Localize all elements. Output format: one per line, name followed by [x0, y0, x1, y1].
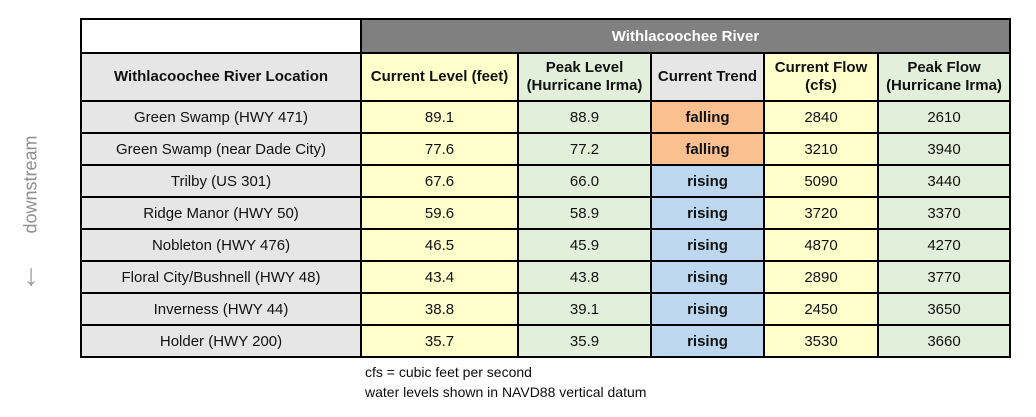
cell-current-flow: 2450 — [763, 292, 879, 326]
cell-current-level: 59.6 — [360, 196, 519, 230]
cell-current-trend: rising — [650, 260, 765, 294]
table-row: Holder (HWY 200) 35.7 35.9 rising 3530 3660 — [80, 324, 1011, 358]
cell-location: Ridge Manor (HWY 50) — [80, 196, 362, 230]
cell-current-flow: 5090 — [763, 164, 879, 198]
header-row: Withlacoochee River Location Current Lev… — [80, 52, 1011, 102]
cell-location: Trilby (US 301) — [80, 164, 362, 198]
cell-current-flow: 3720 — [763, 196, 879, 230]
cell-peak-level: 43.8 — [517, 260, 652, 294]
cell-current-trend: rising — [650, 196, 765, 230]
cell-peak-level: 45.9 — [517, 228, 652, 262]
cell-current-level: 67.6 — [360, 164, 519, 198]
footnote-cfs: cfs = cubic feet per second — [365, 364, 532, 380]
column-header-current-flow: Current Flow (cfs) — [763, 52, 879, 102]
table-title: Withlacoochee River — [360, 18, 1011, 54]
cell-current-flow: 4870 — [763, 228, 879, 262]
cell-current-flow: 3210 — [763, 132, 879, 166]
table-row: Floral City/Bushnell (HWY 48) 43.4 43.8 ris… — [80, 260, 1011, 294]
cell-current-level: 43.4 — [360, 260, 519, 294]
cell-peak-flow: 2610 — [877, 100, 1011, 134]
cell-location: Nobleton (HWY 476) — [80, 228, 362, 262]
cell-peak-flow: 3650 — [877, 292, 1011, 326]
cell-peak-flow: 3370 — [877, 196, 1011, 230]
cell-current-flow: 2890 — [763, 260, 879, 294]
cell-current-trend: rising — [650, 292, 765, 326]
cell-peak-flow: 3660 — [877, 324, 1011, 358]
table-row: Ridge Manor (HWY 50) 59.6 58.9 rising 3720 33… — [80, 196, 1011, 230]
cell-location: Inverness (HWY 44) — [80, 292, 362, 326]
column-header-peak-flow: Peak Flow (Hurricane Irma) — [877, 52, 1011, 102]
cell-current-trend: rising — [650, 164, 765, 198]
column-header-current-level: Current Level (feet) — [360, 52, 519, 102]
cell-current-flow: 2840 — [763, 100, 879, 134]
banner-spacer — [80, 18, 362, 54]
cell-peak-level: 66.0 — [517, 164, 652, 198]
cell-location: Green Swamp (HWY 471) — [80, 100, 362, 134]
table-row: Inverness (HWY 44) 38.8 39.1 rising 2450 3650 — [80, 292, 1011, 326]
cell-peak-flow: 3940 — [877, 132, 1011, 166]
banner-row: Withlacoochee River — [80, 18, 1011, 54]
cell-peak-flow: 3440 — [877, 164, 1011, 198]
cell-peak-level: 39.1 — [517, 292, 652, 326]
cell-current-level: 38.8 — [360, 292, 519, 326]
table-row: Green Swamp (near Dade City) 77.6 77.2 fall… — [80, 132, 1011, 166]
column-header-current-trend: Current Trend — [650, 52, 765, 102]
cell-location: Floral City/Bushnell (HWY 48) — [80, 260, 362, 294]
cell-current-trend: falling — [650, 100, 765, 134]
table-row: Trilby (US 301) 67.6 66.0 rising 5090 3440 — [80, 164, 1011, 198]
cell-peak-flow: 3770 — [877, 260, 1011, 294]
downstream-arrow-icon: ↓ — [23, 259, 39, 292]
river-table-body: Green Swamp (HWY 471) 89.1 88.9 falling 2840… — [80, 100, 1011, 358]
river-table: Withlacoochee River Withlacoochee River … — [80, 18, 1011, 358]
cell-peak-level: 35.9 — [517, 324, 652, 358]
footnotes: cfs = cubic feet per second water levels… — [365, 362, 646, 402]
cell-peak-level: 88.9 — [517, 100, 652, 134]
cell-peak-flow: 4270 — [877, 228, 1011, 262]
cell-peak-level: 58.9 — [517, 196, 652, 230]
column-header-peak-level: Peak Level (Hurricane Irma) — [517, 52, 652, 102]
downstream-label-text: downstream — [20, 134, 41, 234]
table-row: Green Swamp (HWY 471) 89.1 88.9 falling 2840… — [80, 100, 1011, 134]
cell-current-level: 46.5 — [360, 228, 519, 262]
cell-current-level: 77.6 — [360, 132, 519, 166]
downstream-label: downstream — [0, 126, 62, 242]
cell-current-level: 89.1 — [360, 100, 519, 134]
footnote-datum: water levels shown in NAVD88 vertical da… — [365, 384, 647, 400]
cell-location: Holder (HWY 200) — [80, 324, 362, 358]
cell-current-trend: rising — [650, 228, 765, 262]
table-row: Nobleton (HWY 476) 46.5 45.9 rising 4870 4270 — [80, 228, 1011, 262]
cell-location: Green Swamp (near Dade City) — [80, 132, 362, 166]
column-header-location: Withlacoochee River Location — [80, 52, 362, 102]
cell-current-trend: falling — [650, 132, 765, 166]
cell-current-trend: rising — [650, 324, 765, 358]
cell-current-level: 35.7 — [360, 324, 519, 358]
cell-current-flow: 3530 — [763, 324, 879, 358]
cell-peak-level: 77.2 — [517, 132, 652, 166]
